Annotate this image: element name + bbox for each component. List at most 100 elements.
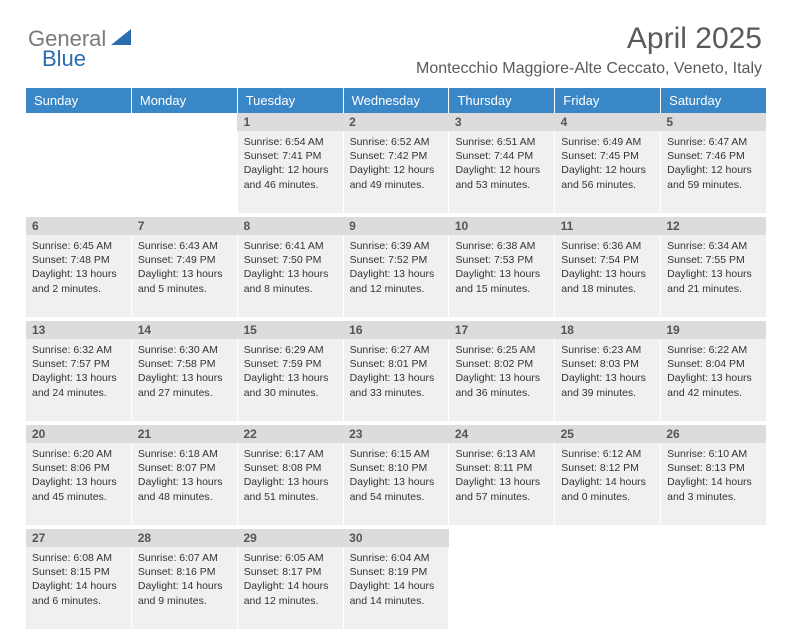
day-cell: Sunrise: 6:07 AMSunset: 8:16 PMDaylight:… <box>132 547 238 629</box>
day-cell: Sunrise: 6:13 AMSunset: 8:11 PMDaylight:… <box>449 443 555 525</box>
daylight-line: Daylight: 13 hours and 24 minutes. <box>32 371 125 399</box>
sunset-line: Sunset: 8:16 PM <box>138 565 231 579</box>
daylight-line: Daylight: 14 hours and 6 minutes. <box>32 579 125 607</box>
day-number: 23 <box>343 425 449 443</box>
daylight-line: Daylight: 12 hours and 53 minutes. <box>455 163 548 191</box>
sunset-line: Sunset: 8:13 PM <box>667 461 760 475</box>
day-number: 8 <box>237 217 343 235</box>
sunrise-line: Sunrise: 6:41 AM <box>244 239 337 253</box>
logo-blue-wrap: Blue <box>42 46 86 72</box>
daylight-line: Daylight: 13 hours and 21 minutes. <box>667 267 760 295</box>
sunrise-line: Sunrise: 6:32 AM <box>32 343 125 357</box>
day-cell: Sunrise: 6:04 AMSunset: 8:19 PMDaylight:… <box>344 547 450 629</box>
day-number: 20 <box>26 425 132 443</box>
sunset-line: Sunset: 8:10 PM <box>350 461 443 475</box>
daylight-line: Daylight: 14 hours and 12 minutes. <box>244 579 337 607</box>
week-row: Sunrise: 6:45 AMSunset: 7:48 PMDaylight:… <box>26 235 766 317</box>
day-cell: Sunrise: 6:18 AMSunset: 8:07 PMDaylight:… <box>132 443 238 525</box>
day-number: . <box>26 113 132 131</box>
day-number: 14 <box>132 321 238 339</box>
daylight-line: Daylight: 13 hours and 39 minutes. <box>561 371 654 399</box>
daylight-line: Daylight: 13 hours and 15 minutes. <box>455 267 548 295</box>
sunset-line: Sunset: 8:15 PM <box>32 565 125 579</box>
week-row: Sunrise: 6:08 AMSunset: 8:15 PMDaylight:… <box>26 547 766 629</box>
day-cell: Sunrise: 6:32 AMSunset: 7:57 PMDaylight:… <box>26 339 132 421</box>
week-row: Sunrise: 6:32 AMSunset: 7:57 PMDaylight:… <box>26 339 766 421</box>
day-cell: Sunrise: 6:27 AMSunset: 8:01 PMDaylight:… <box>344 339 450 421</box>
day-number: 13 <box>26 321 132 339</box>
sunset-line: Sunset: 7:45 PM <box>561 149 654 163</box>
sunset-line: Sunset: 8:06 PM <box>32 461 125 475</box>
day-cell: Sunrise: 6:49 AMSunset: 7:45 PMDaylight:… <box>555 131 661 213</box>
sunrise-line: Sunrise: 6:10 AM <box>667 447 760 461</box>
empty-cell <box>132 131 238 213</box>
daylight-line: Daylight: 14 hours and 0 minutes. <box>561 475 654 503</box>
day-number: 11 <box>555 217 661 235</box>
sunrise-line: Sunrise: 6:38 AM <box>455 239 548 253</box>
daylight-line: Daylight: 13 hours and 48 minutes. <box>138 475 231 503</box>
sunrise-line: Sunrise: 6:51 AM <box>455 135 548 149</box>
sunrise-line: Sunrise: 6:45 AM <box>32 239 125 253</box>
sunrise-line: Sunrise: 6:23 AM <box>561 343 654 357</box>
sunrise-line: Sunrise: 6:49 AM <box>561 135 654 149</box>
day-number: 29 <box>237 529 343 547</box>
sunset-line: Sunset: 8:03 PM <box>561 357 654 371</box>
daylight-line: Daylight: 12 hours and 59 minutes. <box>667 163 760 191</box>
day-cell: Sunrise: 6:08 AMSunset: 8:15 PMDaylight:… <box>26 547 132 629</box>
sunrise-line: Sunrise: 6:39 AM <box>350 239 443 253</box>
daylight-line: Daylight: 14 hours and 14 minutes. <box>350 579 443 607</box>
day-number: 17 <box>449 321 555 339</box>
sunset-line: Sunset: 7:42 PM <box>350 149 443 163</box>
day-cell: Sunrise: 6:20 AMSunset: 8:06 PMDaylight:… <box>26 443 132 525</box>
sunrise-line: Sunrise: 6:15 AM <box>350 447 443 461</box>
daylight-line: Daylight: 13 hours and 30 minutes. <box>244 371 337 399</box>
sunrise-line: Sunrise: 6:12 AM <box>561 447 654 461</box>
day-cell: Sunrise: 6:23 AMSunset: 8:03 PMDaylight:… <box>555 339 661 421</box>
sunrise-line: Sunrise: 6:18 AM <box>138 447 231 461</box>
daylight-line: Daylight: 13 hours and 2 minutes. <box>32 267 125 295</box>
daylight-line: Daylight: 13 hours and 27 minutes. <box>138 371 231 399</box>
sunrise-line: Sunrise: 6:29 AM <box>244 343 337 357</box>
day-number: 25 <box>555 425 661 443</box>
daylight-line: Daylight: 13 hours and 18 minutes. <box>561 267 654 295</box>
sunset-line: Sunset: 8:08 PM <box>244 461 337 475</box>
week-row: Sunrise: 6:54 AMSunset: 7:41 PMDaylight:… <box>26 131 766 213</box>
day-number: 30 <box>343 529 449 547</box>
day-cell: Sunrise: 6:30 AMSunset: 7:58 PMDaylight:… <box>132 339 238 421</box>
day-number: 22 <box>237 425 343 443</box>
day-number: 28 <box>132 529 238 547</box>
sunset-line: Sunset: 7:50 PM <box>244 253 337 267</box>
daylight-line: Daylight: 13 hours and 57 minutes. <box>455 475 548 503</box>
day-cell: Sunrise: 6:15 AMSunset: 8:10 PMDaylight:… <box>344 443 450 525</box>
sunset-line: Sunset: 7:59 PM <box>244 357 337 371</box>
sunset-line: Sunset: 8:04 PM <box>667 357 760 371</box>
day-number-row: 13141516171819 <box>26 321 766 339</box>
daylight-line: Daylight: 12 hours and 49 minutes. <box>350 163 443 191</box>
daylight-line: Daylight: 13 hours and 42 minutes. <box>667 371 760 399</box>
header-cell-tuesday: Tuesday <box>238 88 344 113</box>
daylight-line: Daylight: 13 hours and 12 minutes. <box>350 267 443 295</box>
daylight-line: Daylight: 13 hours and 54 minutes. <box>350 475 443 503</box>
sunset-line: Sunset: 8:19 PM <box>350 565 443 579</box>
page-title: April 2025 <box>627 22 762 56</box>
sunset-line: Sunset: 7:54 PM <box>561 253 654 267</box>
sunset-line: Sunset: 8:01 PM <box>350 357 443 371</box>
sunrise-line: Sunrise: 6:43 AM <box>138 239 231 253</box>
daylight-line: Daylight: 13 hours and 33 minutes. <box>350 371 443 399</box>
day-cell: Sunrise: 6:12 AMSunset: 8:12 PMDaylight:… <box>555 443 661 525</box>
daylight-line: Daylight: 12 hours and 46 minutes. <box>244 163 337 191</box>
sunset-line: Sunset: 7:52 PM <box>350 253 443 267</box>
header-cell-wednesday: Wednesday <box>344 88 450 113</box>
day-number: 7 <box>132 217 238 235</box>
logo-triangle-icon <box>111 29 131 50</box>
sunset-line: Sunset: 7:53 PM <box>455 253 548 267</box>
sunrise-line: Sunrise: 6:30 AM <box>138 343 231 357</box>
header-cell-friday: Friday <box>555 88 661 113</box>
sunset-line: Sunset: 7:41 PM <box>244 149 337 163</box>
page-subtitle: Montecchio Maggiore-Alte Ceccato, Veneto… <box>416 60 762 78</box>
day-number: 1 <box>237 113 343 131</box>
sunrise-line: Sunrise: 6:20 AM <box>32 447 125 461</box>
day-cell: Sunrise: 6:22 AMSunset: 8:04 PMDaylight:… <box>661 339 766 421</box>
day-number: 27 <box>26 529 132 547</box>
daylight-line: Daylight: 13 hours and 51 minutes. <box>244 475 337 503</box>
